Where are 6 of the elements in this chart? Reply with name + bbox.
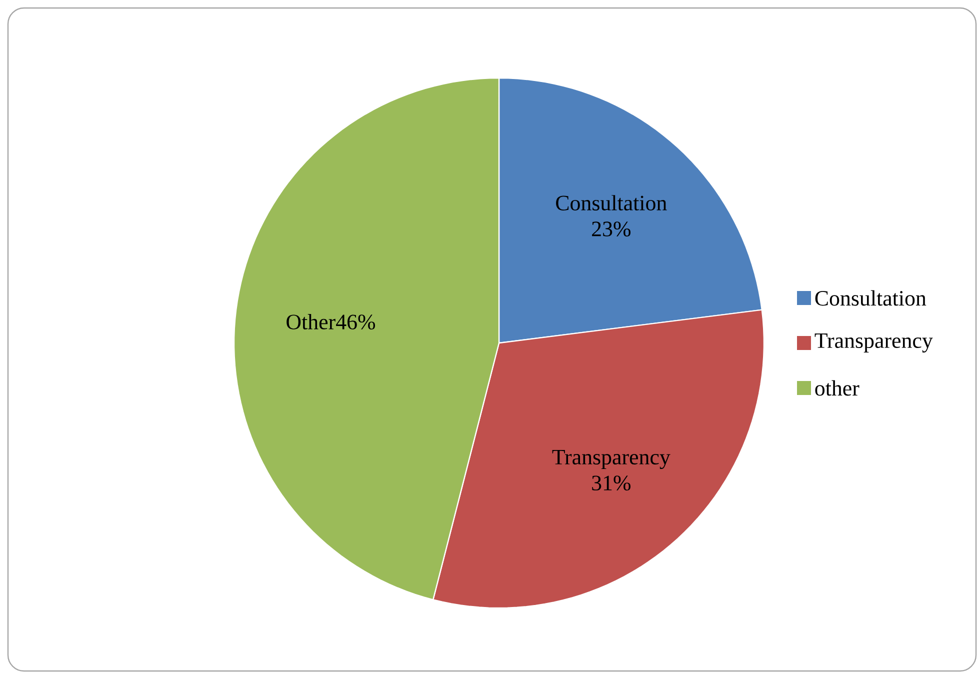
data-label: Consultation 23% (556, 195, 667, 236)
data-label: Other46% (286, 314, 376, 330)
legend-label: other (815, 380, 860, 396)
legend-label: Transparency (814, 333, 933, 353)
legend-label: Consultation (815, 290, 926, 306)
data-label: Transparency 31% (552, 450, 670, 490)
